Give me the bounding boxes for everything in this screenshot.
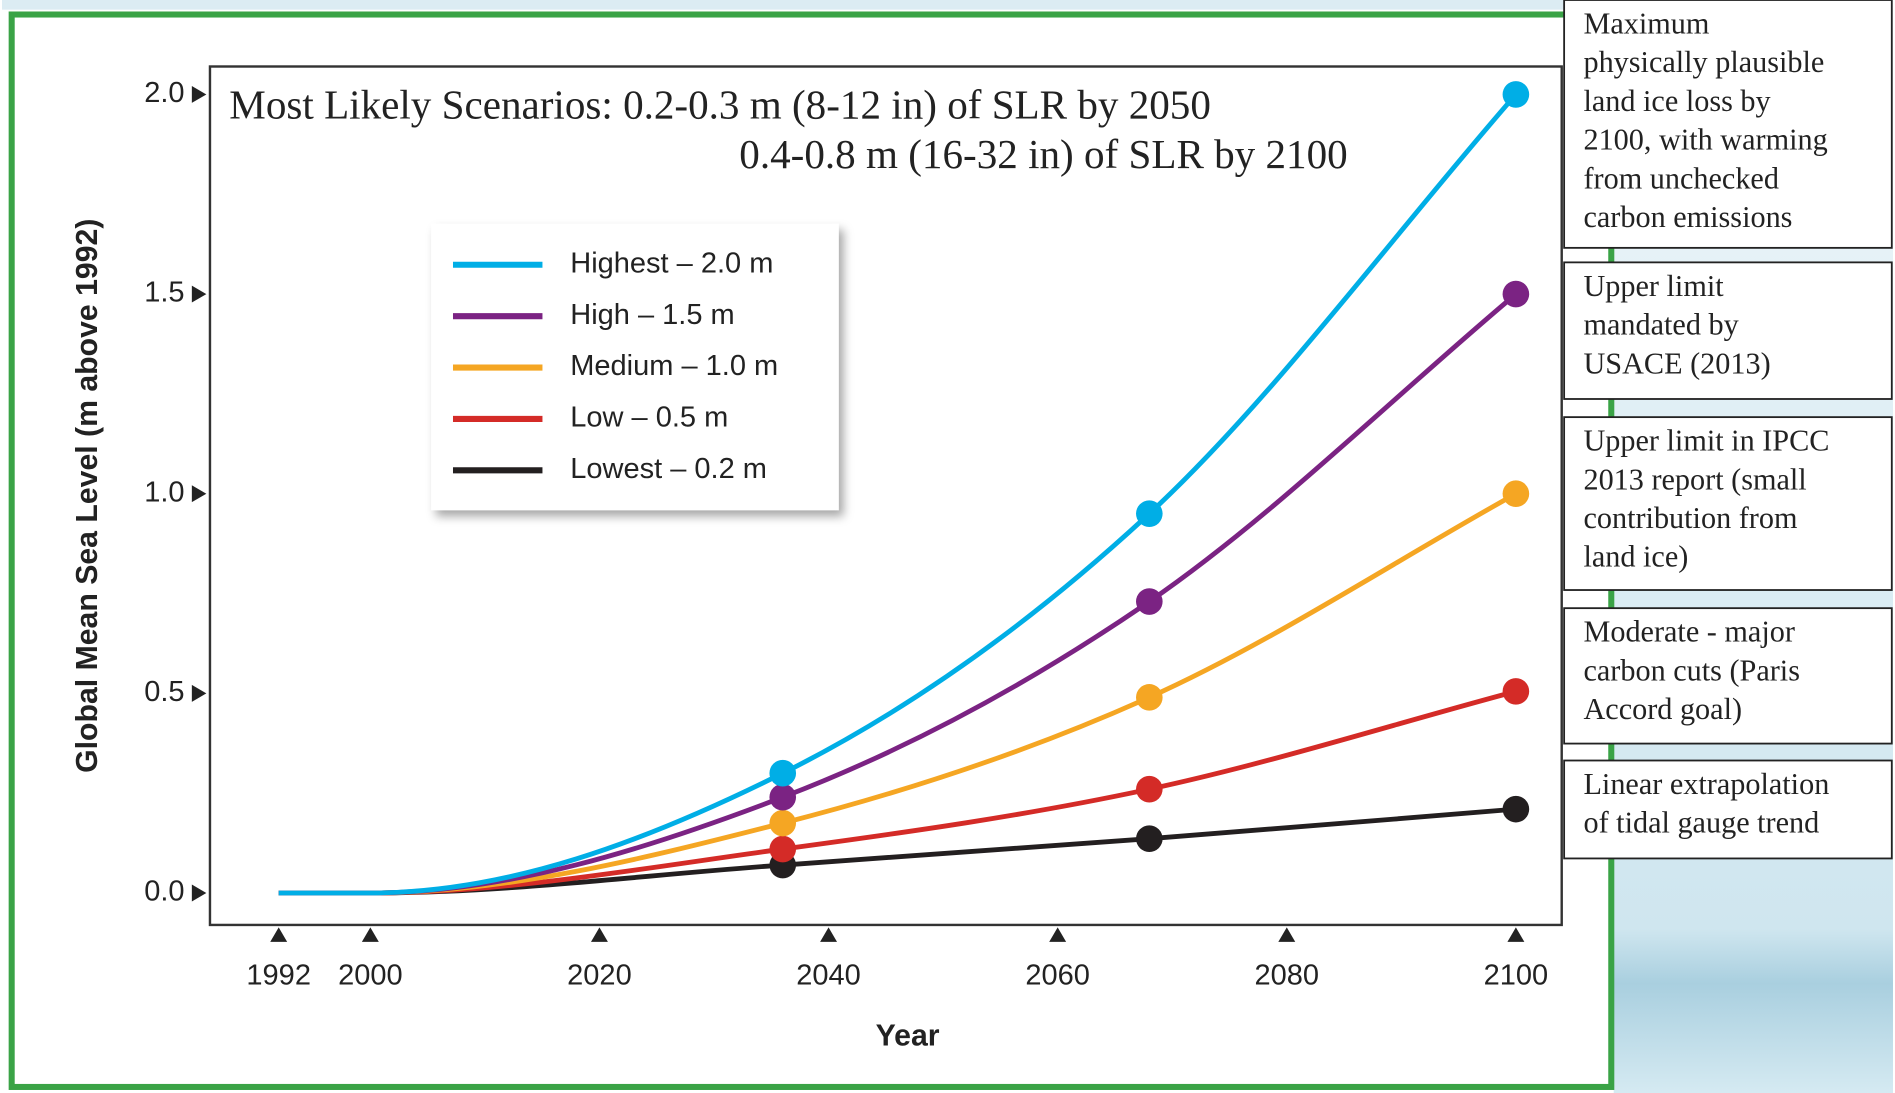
annotation-text: 2013 report (small (1583, 462, 1806, 496)
lines (278, 81, 1530, 896)
annotation-text: Moderate - major (1583, 615, 1794, 649)
annotation-text: mandated by (1583, 308, 1738, 342)
axes: 0.0 0.5 1.0 1.5 2.0 1992 2000 2020 2040 2060 2080 2… (144, 77, 1548, 991)
x-tick-mark (1507, 927, 1525, 942)
annotation-box (1563, 416, 1893, 591)
x-tick-label: 2060 (1025, 960, 1090, 992)
y-tick-mark (191, 684, 207, 702)
legend-label: Highest – 2.0 m (570, 247, 773, 279)
title-line: 0.4-0.8 m (16-32 in) of SLR by 2100 (739, 131, 1347, 177)
annotation-text: physically plausible (1583, 45, 1824, 79)
y-tick-mark (191, 485, 207, 503)
data-point (1136, 588, 1163, 615)
data-point (1136, 825, 1163, 852)
x-axis-label: Year (876, 1019, 940, 1052)
y-tick-label: 0.0 (144, 876, 184, 908)
top-strip (2, 0, 1893, 10)
y-tick-label: 2.0 (144, 77, 184, 109)
annotation-box (1563, 0, 1893, 249)
data-point (1502, 480, 1530, 508)
legend-label: High – 1.5 m (570, 299, 734, 331)
legend-label: Medium – 1.0 m (570, 350, 778, 382)
x-tick-mark (1278, 927, 1296, 942)
y-axis-label: Global Mean Sea Level (m above 1992) (71, 219, 104, 773)
x-tick-label: 2020 (567, 960, 632, 992)
annotation-text: of tidal gauge trend (1583, 806, 1819, 840)
x-tick-mark (1049, 927, 1067, 942)
data-point (1502, 795, 1530, 823)
y-tick-mark (191, 85, 207, 103)
annotation-box (1563, 759, 1893, 860)
annotation-text: Upper limit (1583, 269, 1724, 303)
x-tick-label: 2000 (338, 960, 403, 992)
x-tick-mark (361, 927, 379, 942)
annotation-text: 2100, with warming (1583, 123, 1827, 157)
annotation-text: from unchecked (1583, 161, 1779, 195)
series-line (278, 92, 1518, 896)
y-tick-mark (191, 285, 207, 303)
y-tick-label: 1.0 (144, 476, 184, 508)
annotation-text: USACE (2013) (1583, 346, 1770, 380)
annotation-text: Accord goal) (1583, 692, 1742, 726)
x-tick-label: 2040 (796, 960, 861, 992)
annotation-text: carbon cuts (Paris (1583, 653, 1800, 687)
annotation-box (1563, 607, 1893, 745)
x-tick-label: 2080 (1255, 960, 1320, 992)
y-tick-label: 0.5 (144, 676, 184, 708)
data-point (769, 783, 797, 811)
data-point (1502, 81, 1530, 108)
legend-label: Lowest – 0.2 m (570, 453, 767, 485)
annotation-text: contribution from (1583, 501, 1798, 535)
annotation-text: Linear extrapolation (1583, 767, 1829, 801)
y-tick-mark (191, 884, 207, 902)
x-tick-label: 2100 (1484, 960, 1549, 992)
data-point (1136, 684, 1163, 711)
title-line: Most Likely Scenarios: 0.2-0.3 m (8-12 i… (229, 81, 1211, 127)
x-tick-mark (590, 927, 608, 942)
x-tick-mark (270, 927, 288, 942)
annotation-text: carbon emissions (1583, 200, 1792, 234)
legend-entries: Highest – 2.0 m High – 1.5 m Medium – 1.0 … (452, 247, 778, 485)
annotation-text: Maximum (1583, 7, 1709, 41)
annotation-text: land ice) (1583, 540, 1688, 574)
x-tick-mark (820, 927, 838, 942)
data-point (1502, 678, 1530, 705)
data-point (1502, 280, 1530, 308)
data-point (1136, 500, 1163, 527)
plot-area (208, 65, 1563, 927)
data-point (769, 809, 797, 837)
x-tick-label: 1992 (246, 960, 311, 992)
annotation-text: Upper limit in IPCC (1583, 424, 1829, 458)
y-tick-label: 1.5 (144, 277, 184, 309)
annotations: Maximum physically plausible land ice loss… (1563, 0, 1893, 860)
legend-label: Low – 0.5 m (570, 402, 728, 434)
data-point (1136, 775, 1163, 803)
annotation-box (1563, 261, 1893, 400)
annotation-text: land ice loss by (1583, 84, 1770, 118)
data-point (769, 835, 797, 863)
data-point (769, 759, 797, 787)
